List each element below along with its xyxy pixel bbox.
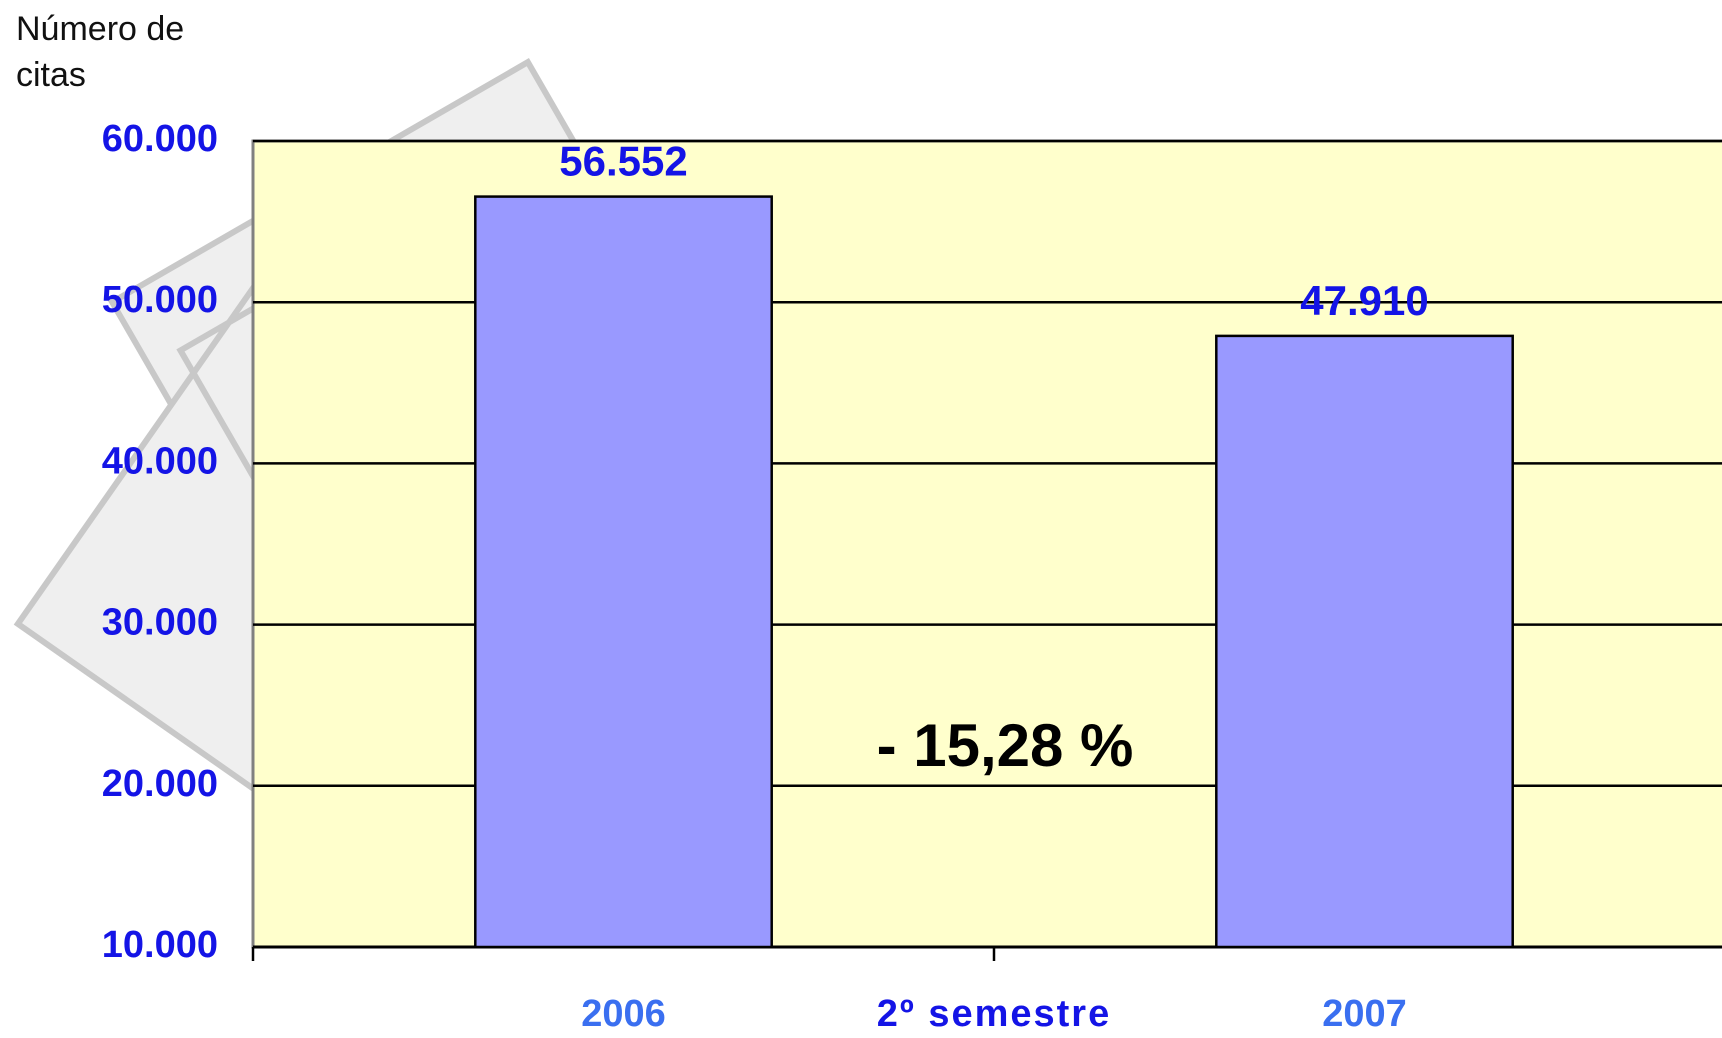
y-tick-label: 40.000 — [102, 440, 218, 482]
y-tick-label: 60.000 — [102, 118, 218, 160]
bar — [1215, 334, 1514, 949]
x-tick-label: 2007 — [1322, 993, 1407, 1035]
value-label: 47.910 — [1300, 277, 1428, 324]
y-tick-label: 30.000 — [102, 602, 218, 644]
value-label: 56.552 — [559, 138, 687, 185]
y-axis-title: Número de citas — [16, 10, 185, 94]
y-tick-label: 10.000 — [102, 924, 218, 966]
y-tick-label: 50.000 — [102, 279, 218, 321]
bar — [474, 195, 773, 949]
annotation: - 15,28 % — [877, 712, 1134, 779]
x-tick-label: 2006 — [581, 993, 666, 1035]
y-tick-label: 20.000 — [102, 763, 218, 805]
x-axis-title: 2º semestre — [877, 993, 1111, 1035]
